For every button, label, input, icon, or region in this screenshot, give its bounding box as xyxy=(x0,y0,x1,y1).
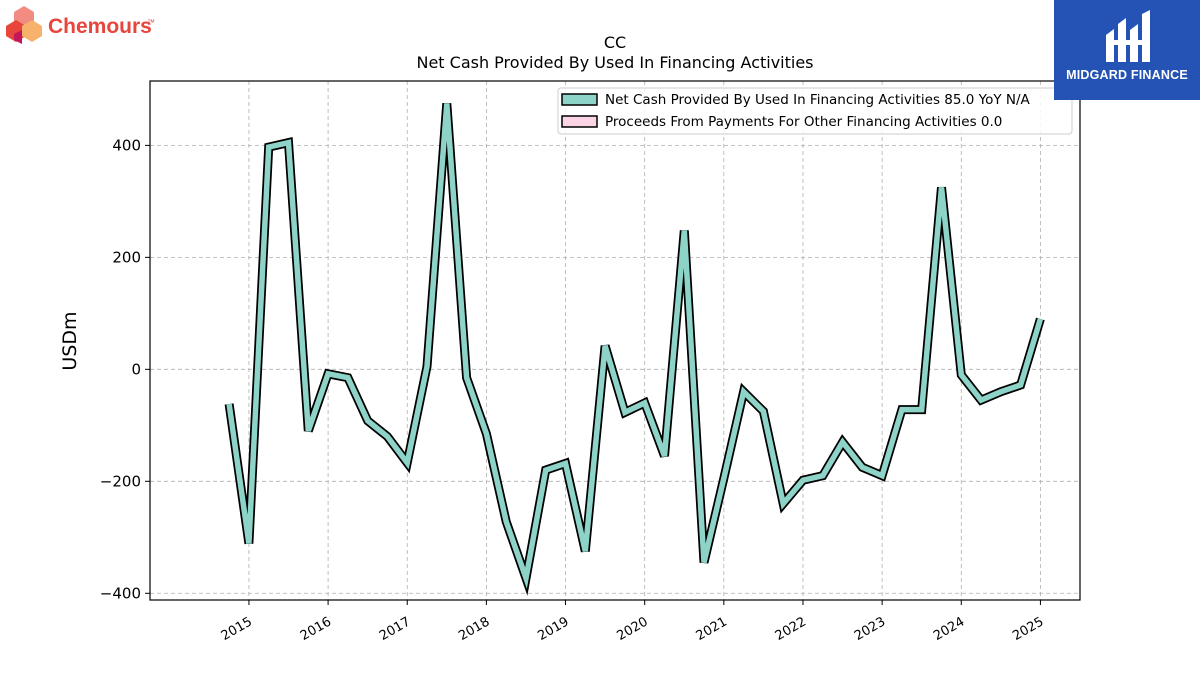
legend-swatch-other-financing xyxy=(561,115,598,128)
chemours-logo-hex-bottom xyxy=(14,30,22,44)
x-tick-label: 2019 xyxy=(535,614,571,644)
chart-title: CC xyxy=(604,33,626,52)
legend-entry-net-cash: Net Cash Provided By Used In Financing A… xyxy=(605,92,1031,108)
x-tick-label: 2020 xyxy=(615,614,651,644)
chart-subtitle: Net Cash Provided By Used In Financing A… xyxy=(416,53,813,72)
midgard-logo-mark-icon xyxy=(1106,10,1150,62)
y-tick-label: −400 xyxy=(100,584,141,602)
x-tick-label: 2025 xyxy=(1010,614,1046,644)
y-axis-label: USDm xyxy=(59,311,81,370)
x-axis-ticks: 2015 2016 2017 2018 2019 2020 2021 2022 2023 2024… xyxy=(219,600,1046,644)
x-tick-label: 2022 xyxy=(773,614,809,644)
y-axis-ticks: −400 −200 0 200 400 xyxy=(100,136,150,602)
plot-frame xyxy=(149,80,1081,601)
chemours-logo-text: Chemours xyxy=(48,15,152,38)
y-tick-label: −200 xyxy=(100,472,141,490)
y-tick-label: 0 xyxy=(131,360,141,378)
legend-swatch-net-cash xyxy=(561,93,598,106)
series-layer xyxy=(224,103,1045,596)
midgard-finance-text: MIDGARD FINANCE xyxy=(1066,68,1188,82)
y-tick-label: 400 xyxy=(112,136,141,154)
x-tick-label: 2016 xyxy=(298,614,334,644)
chemours-logo-tm: ™ xyxy=(147,18,155,27)
legend-entry-other-financing: Proceeds From Payments For Other Financi… xyxy=(605,114,1002,130)
midgard-finance-logo: MIDGARD FINANCE xyxy=(1054,0,1200,100)
x-tick-label: 2018 xyxy=(456,614,492,644)
legend-box xyxy=(557,87,1073,135)
x-tick-label: 2021 xyxy=(694,614,730,644)
legend: Net Cash Provided By Used In Financing A… xyxy=(557,87,1073,135)
chemours-logo: Chemours ™ xyxy=(6,6,155,44)
x-tick-label: 2015 xyxy=(219,614,255,644)
x-tick-label: 2023 xyxy=(852,614,888,644)
y-tick-label: 200 xyxy=(112,248,141,266)
x-tick-label: 2024 xyxy=(931,614,967,644)
series-line-net-cash xyxy=(226,103,1044,589)
chemours-logo-hex-right xyxy=(22,20,42,42)
x-tick-label: 2017 xyxy=(377,614,413,644)
